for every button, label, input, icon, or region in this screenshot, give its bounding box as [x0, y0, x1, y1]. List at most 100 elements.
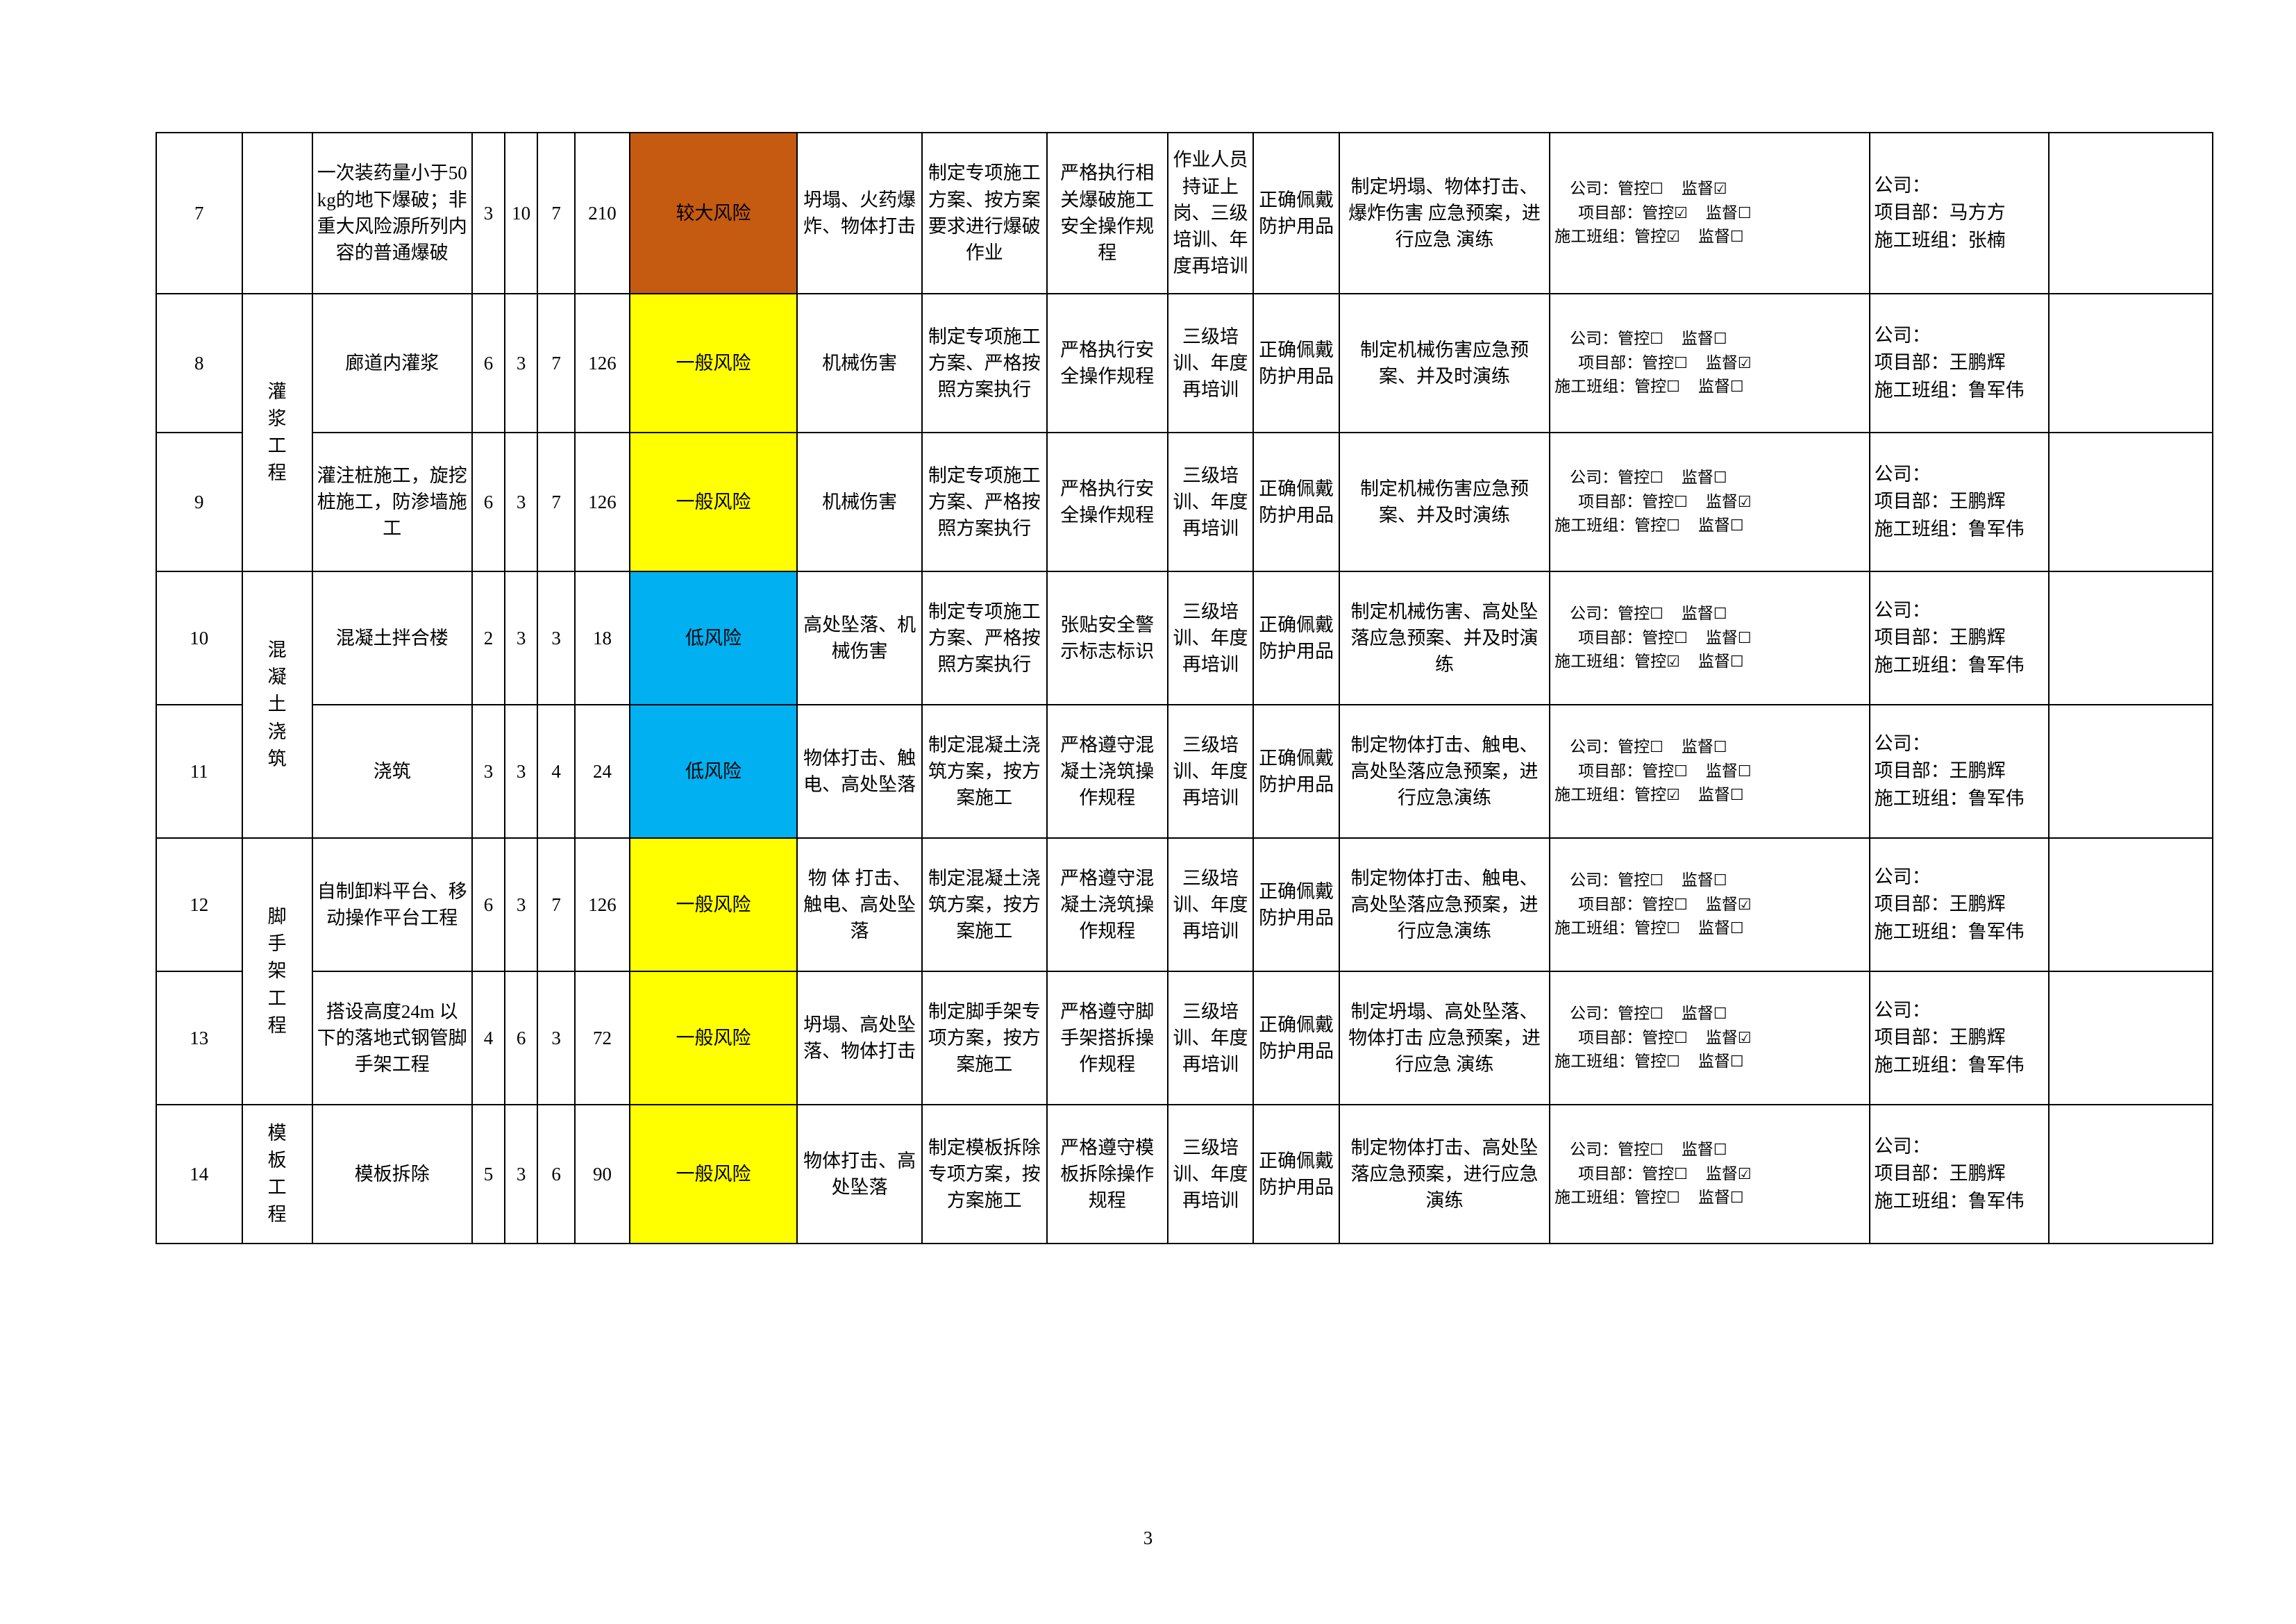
hazard-cell: 高处坠落、机械伤害 — [796, 571, 923, 705]
operation-cell: 严格遵守混凝土浇筑操作规程 — [1046, 704, 1168, 839]
control-checkbox[interactable]: ☐ — [1666, 517, 1680, 535]
control-checkbox[interactable]: ☑ — [1666, 653, 1680, 671]
ppe-cell: 正确佩戴防护用品 — [1252, 132, 1340, 294]
emergency-plan-cell: 制定物体打击、触电、高处坠落应急预案，进行应急演练 — [1338, 837, 1551, 972]
score-d-cell: 72 — [574, 971, 630, 1105]
supervise-checkbox[interactable]: ☐ — [1737, 629, 1752, 647]
supervise-label: 监督 — [1705, 762, 1738, 780]
control-checkbox[interactable]: ☐ — [1674, 493, 1688, 511]
training-cell: 三级培训、年度再培训 — [1166, 837, 1255, 972]
responsible-team: 施工班组：鲁军伟 — [1874, 1190, 2025, 1212]
control-checkbox[interactable]: ☐ — [1674, 1029, 1688, 1047]
operation-cell: 张贴安全警示标志标识 — [1046, 571, 1168, 705]
category-label: 模板工程 — [267, 1122, 287, 1225]
supervise-checkbox[interactable]: ☐ — [1713, 469, 1727, 487]
score-e-cell: 3 — [504, 704, 539, 839]
hazard-cell: 物体打击、高处坠落 — [796, 1104, 923, 1244]
score-l-cell: 2 — [471, 571, 506, 705]
supervise-checkbox[interactable]: ☐ — [1713, 872, 1727, 890]
operation-cell: 严格遵守混凝土浇筑操作规程 — [1046, 837, 1168, 972]
hazard-cell: 坍塌、高处坠落、物体打击 — [796, 971, 923, 1105]
category-label: 混凝土浇筑 — [267, 639, 287, 769]
supervise-checkbox[interactable]: ☐ — [1729, 378, 1744, 396]
ppe-cell: 正确佩戴防护用品 — [1252, 837, 1340, 972]
control-checkbox[interactable]: ☐ — [1666, 920, 1680, 938]
category-cell: 脚手架工程 — [241, 837, 313, 1105]
score-l-cell: 6 — [471, 293, 506, 433]
supervise-label: 监督 — [1681, 330, 1713, 348]
supervise-checkbox[interactable]: ☐ — [1713, 739, 1727, 757]
supervise-checkbox[interactable]: ☐ — [1713, 1005, 1727, 1023]
supervise-checkbox[interactable]: ☑ — [1737, 354, 1752, 372]
control-party-label: 施工班组：管控 — [1555, 1053, 1667, 1071]
control-row-team: 施工班组：管控☐ 监督☐ — [1555, 1050, 1865, 1074]
supervise-checkbox[interactable]: ☐ — [1737, 204, 1752, 222]
remarks-cell — [2047, 1104, 2214, 1244]
control-checkbox-cell: 公司：管控☐ 监督☐ 项目部：管控☐ 监督☑ 施工班组：管控☐ 监督☐ — [1549, 837, 1870, 972]
control-checkbox[interactable]: ☐ — [1674, 629, 1688, 647]
training-cell: 三级培训、年度再培训 — [1166, 571, 1255, 705]
control-checkbox[interactable]: ☐ — [1666, 1053, 1680, 1071]
control-checkbox[interactable]: ☐ — [1650, 1141, 1664, 1160]
supervise-label: 监督 — [1698, 228, 1730, 246]
control-checkbox[interactable]: ☐ — [1666, 378, 1680, 396]
supervise-checkbox[interactable]: ☐ — [1729, 920, 1744, 938]
activity-cell: 浇筑 — [311, 704, 473, 839]
control-row-project: 项目部：管控☐ 监督☑ — [1555, 351, 1865, 376]
activity-cell: 混凝土拌合楼 — [311, 571, 473, 705]
control-checkbox[interactable]: ☐ — [1666, 1189, 1680, 1207]
control-row-company: 公司：管控☐ 监督☐ — [1555, 602, 1865, 626]
measure-cell: 制定混凝土浇筑方案，按方案施工 — [921, 704, 1048, 839]
supervise-checkbox[interactable]: ☐ — [1713, 330, 1727, 349]
page-number: 3 — [1143, 1527, 1153, 1548]
control-checkbox[interactable]: ☐ — [1650, 181, 1664, 199]
supervise-checkbox[interactable]: ☐ — [1713, 605, 1727, 623]
supervise-checkbox[interactable]: ☐ — [1729, 787, 1744, 805]
control-checkbox[interactable]: ☐ — [1650, 739, 1664, 757]
operation-cell: 严格执行安全操作规程 — [1046, 432, 1168, 572]
control-party-label: 公司：管控 — [1570, 330, 1650, 348]
training-cell: 三级培训、年度再培训 — [1166, 704, 1255, 839]
supervise-checkbox[interactable]: ☑ — [1737, 493, 1752, 511]
control-checkbox[interactable]: ☐ — [1650, 469, 1664, 487]
supervise-checkbox[interactable]: ☑ — [1737, 896, 1752, 914]
control-checkbox[interactable]: ☐ — [1674, 1165, 1688, 1183]
row-number-cell: 12 — [156, 837, 243, 972]
table-row: 7 一次装药量小于50kg的地下爆破；非重大风险源所列内容的普通爆破 3 10 7 210… — [156, 132, 2214, 294]
control-checkbox[interactable]: ☐ — [1674, 354, 1688, 372]
responsible-team: 施工班组：鲁军伟 — [1874, 379, 2025, 401]
risk-assessment-table: 7 一次装药量小于50kg的地下爆破；非重大风险源所列内容的普通爆破 3 10 7 210… — [156, 132, 2214, 1244]
supervise-checkbox[interactable]: ☐ — [1729, 653, 1744, 671]
supervise-label: 监督 — [1698, 1053, 1730, 1071]
responsible-company: 公司： — [1874, 867, 1931, 888]
control-checkbox[interactable]: ☑ — [1666, 787, 1680, 805]
control-checkbox[interactable]: ☐ — [1650, 330, 1664, 349]
control-checkbox[interactable]: ☐ — [1650, 1005, 1664, 1023]
remarks-cell — [2047, 971, 2214, 1105]
control-checkbox[interactable]: ☐ — [1674, 896, 1688, 914]
supervise-checkbox[interactable]: ☑ — [1737, 1029, 1752, 1047]
supervise-checkbox[interactable]: ☑ — [1713, 181, 1727, 199]
supervise-checkbox[interactable]: ☑ — [1737, 1165, 1752, 1183]
control-party-label: 公司：管控 — [1570, 871, 1650, 889]
score-e-cell: 3 — [504, 1104, 539, 1244]
supervise-checkbox[interactable]: ☐ — [1729, 517, 1744, 535]
supervise-checkbox[interactable]: ☐ — [1729, 1189, 1744, 1207]
supervise-checkbox[interactable]: ☐ — [1737, 762, 1752, 780]
score-c-cell: 7 — [537, 132, 576, 294]
control-checkbox[interactable]: ☐ — [1674, 762, 1688, 780]
control-party-label: 施工班组：管控 — [1555, 517, 1667, 535]
control-checkbox[interactable]: ☐ — [1650, 605, 1664, 623]
responsible-persons-cell: 公司： 项目部：王鹏辉 施工班组：鲁军伟 — [1868, 293, 2050, 433]
control-checkbox[interactable]: ☑ — [1666, 228, 1680, 246]
supervise-checkbox[interactable]: ☐ — [1713, 1141, 1727, 1160]
responsible-project: 项目部：王鹏辉 — [1874, 491, 2006, 512]
control-checkbox[interactable]: ☐ — [1650, 872, 1664, 890]
control-party-label: 项目部：管控 — [1578, 353, 1675, 371]
score-c-cell: 3 — [537, 571, 576, 705]
supervise-checkbox[interactable]: ☐ — [1729, 228, 1744, 246]
control-checkbox[interactable]: ☑ — [1674, 204, 1688, 222]
supervise-checkbox[interactable]: ☐ — [1729, 1053, 1744, 1071]
hazard-cell: 机械伤害 — [796, 293, 923, 433]
risk-level-cell: 一般风险 — [628, 293, 798, 433]
